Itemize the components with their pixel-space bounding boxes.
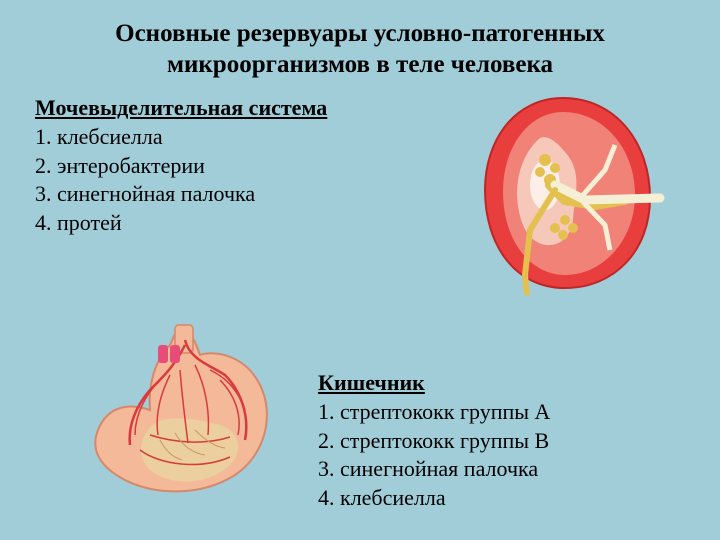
kidney-illustration	[455, 90, 670, 295]
title-line-2: микроорганизмов в теле человека	[167, 51, 553, 78]
slide-title: Основные резервуары условно-патогенных м…	[0, 0, 720, 91]
section2-item-2: 2. стрептококк группы В	[318, 427, 550, 456]
section1-item-3: 3. синегнойная палочка	[35, 180, 327, 209]
intestine-section: Кишечник 1. стрептококк группы А 2. стре…	[318, 370, 550, 512]
section1-header: Мочевыделительная система	[35, 95, 327, 121]
section2-item-1: 1. стрептококк группы А	[318, 398, 550, 427]
section2-item-4: 4. клебсиелла	[318, 484, 550, 513]
section1-item-4: 4. протей	[35, 209, 327, 238]
section1-item-2: 2. энтеробактерии	[35, 152, 327, 181]
urinary-system-section: Мочевыделительная система 1. клебсиелла …	[35, 95, 327, 237]
section2-header: Кишечник	[318, 370, 550, 396]
title-line-1: Основные резервуары условно-патогенных	[115, 20, 605, 47]
section2-item-3: 3. синегнойная палочка	[318, 455, 550, 484]
section1-item-1: 1. клебсиелла	[35, 123, 327, 152]
stomach-illustration	[80, 315, 290, 505]
